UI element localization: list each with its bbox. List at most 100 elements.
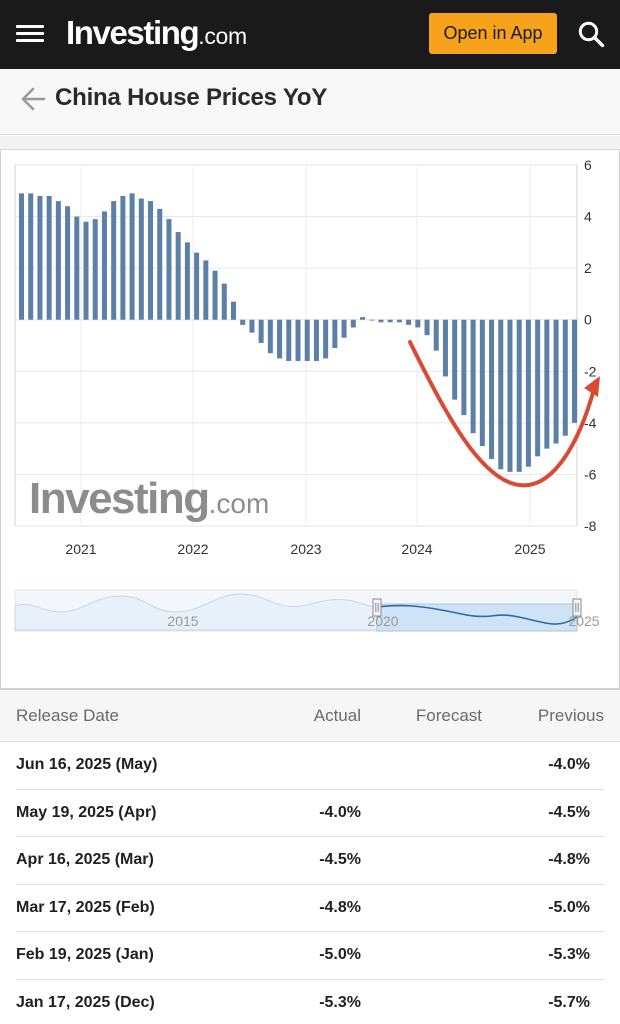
bar bbox=[111, 201, 117, 320]
y-tick-label: -8 bbox=[584, 518, 597, 534]
row-date: Jun 16, 2025 (May) bbox=[16, 756, 158, 773]
bar bbox=[258, 319, 264, 343]
header-forecast: Forecast bbox=[415, 706, 482, 725]
bar bbox=[286, 319, 292, 361]
annotation-arrowhead bbox=[584, 376, 600, 397]
table-header: Release Date Actual Forecast Previous bbox=[0, 690, 620, 742]
bar bbox=[415, 319, 421, 328]
bar bbox=[203, 260, 209, 320]
bar bbox=[350, 319, 356, 328]
logo-suffix: .com bbox=[198, 23, 247, 49]
bar bbox=[267, 319, 273, 354]
row-divider bbox=[16, 836, 604, 837]
y-tick-label: 6 bbox=[584, 157, 592, 173]
bar bbox=[129, 193, 135, 320]
x-tick-label: 2023 bbox=[290, 541, 321, 557]
navigator-selection bbox=[376, 603, 578, 632]
row-divider bbox=[16, 931, 604, 932]
bar bbox=[74, 216, 80, 320]
bar bbox=[396, 319, 402, 323]
bar bbox=[175, 232, 181, 320]
row-previous: -4.0% bbox=[548, 756, 590, 773]
bar bbox=[535, 319, 541, 457]
bar bbox=[313, 319, 319, 361]
row-actual: -4.5% bbox=[319, 851, 361, 868]
row-actual: -4.8% bbox=[319, 898, 361, 916]
y-tick-label: 4 bbox=[584, 209, 592, 225]
bar bbox=[525, 319, 531, 467]
bar bbox=[221, 283, 227, 320]
navigator-history-area bbox=[14, 593, 378, 631]
x-tick-label: 2021 bbox=[65, 541, 96, 557]
bar bbox=[157, 208, 163, 320]
navigator-handle[interactable] bbox=[372, 598, 382, 617]
bar bbox=[323, 319, 329, 359]
bar bbox=[341, 319, 347, 338]
bar bbox=[544, 319, 550, 449]
bar bbox=[194, 252, 200, 320]
bar bbox=[470, 319, 476, 434]
divider bbox=[0, 136, 620, 150]
x-tick-label: 2025 bbox=[514, 541, 545, 557]
bar bbox=[489, 319, 495, 459]
bar bbox=[479, 319, 485, 447]
row-date: Apr 16, 2025 (Mar) bbox=[16, 851, 154, 868]
bar bbox=[461, 319, 467, 416]
navigator-label: 2020 bbox=[367, 613, 398, 629]
row-previous: -4.5% bbox=[548, 803, 590, 821]
row-actual: -5.0% bbox=[319, 946, 361, 963]
bar bbox=[507, 319, 513, 472]
logo-brand: Investing bbox=[66, 14, 200, 51]
row-previous: -5.3% bbox=[548, 946, 590, 963]
row-divider bbox=[16, 883, 604, 885]
open-in-app-button[interactable]: Open in App bbox=[429, 13, 557, 54]
table-row[interactable]: Mar 17, 2025 (Feb) -4.8% -5.0% bbox=[0, 885, 620, 932]
site-logo[interactable]: Investing.com bbox=[66, 14, 247, 52]
row-divider bbox=[16, 978, 604, 980]
bar bbox=[83, 221, 89, 320]
bar bbox=[184, 242, 190, 320]
bar bbox=[101, 211, 107, 320]
bar bbox=[304, 319, 310, 361]
chart[interactable]: 6 4 2 0 -2 -4 -6 -8 2021 2022 2023 2024 2025 Investin… bbox=[1, 150, 619, 688]
bar bbox=[120, 195, 126, 320]
table-row[interactable]: Feb 19, 2025 (Jan) -5.0% -5.3% bbox=[0, 932, 620, 980]
bar bbox=[19, 193, 24, 320]
bar bbox=[424, 319, 430, 336]
annotation-arrow bbox=[408, 340, 596, 488]
bar bbox=[148, 201, 154, 320]
navigator-handle[interactable] bbox=[572, 598, 582, 617]
header-previous: Previous bbox=[537, 706, 604, 725]
chart-panel: 6 4 2 0 -2 -4 -6 -8 2021 2022 2023 2024 2025 Investin… bbox=[0, 150, 620, 690]
bar bbox=[378, 319, 384, 323]
bar bbox=[65, 206, 71, 320]
y-tick-label: 0 bbox=[584, 312, 592, 328]
table-row[interactable]: Jun 16, 2025 (May) -4.0% bbox=[0, 742, 620, 790]
top-bar: Investing.com Open in App bbox=[0, 0, 620, 69]
header-actual: Actual bbox=[313, 706, 361, 725]
row-actual: -4.0% bbox=[319, 803, 361, 821]
y-tick-label: 2 bbox=[584, 260, 592, 276]
table-row[interactable]: May 19, 2025 (Apr) -4.0% -4.5% bbox=[0, 790, 620, 837]
x-tick-label: 2024 bbox=[401, 541, 432, 557]
bar bbox=[230, 301, 236, 320]
bar bbox=[553, 319, 559, 444]
bar bbox=[138, 198, 144, 320]
search-icon[interactable] bbox=[577, 20, 605, 48]
page-title: China House Prices YoY bbox=[55, 84, 328, 111]
row-actual: -5.3% bbox=[319, 993, 361, 1011]
bar bbox=[166, 219, 172, 320]
back-arrow-icon[interactable] bbox=[20, 86, 46, 112]
table-row[interactable]: Jan 17, 2025 (Dec) -5.3% -5.7% bbox=[0, 980, 620, 1024]
bar bbox=[572, 319, 577, 423]
menu-icon[interactable] bbox=[16, 22, 44, 44]
bar bbox=[28, 193, 34, 320]
title-bar bbox=[0, 69, 620, 135]
navigator-line bbox=[376, 604, 578, 625]
y-tick-label: -2 bbox=[584, 363, 597, 379]
navigator-label: 2015 bbox=[167, 613, 198, 629]
history-table: Release Date Actual Forecast Previous Ju… bbox=[0, 690, 620, 1024]
row-date: Jan 17, 2025 (Dec) bbox=[16, 993, 155, 1011]
bar bbox=[332, 319, 338, 349]
table-row[interactable]: Apr 16, 2025 (Mar) -4.5% -4.8% bbox=[0, 837, 620, 885]
